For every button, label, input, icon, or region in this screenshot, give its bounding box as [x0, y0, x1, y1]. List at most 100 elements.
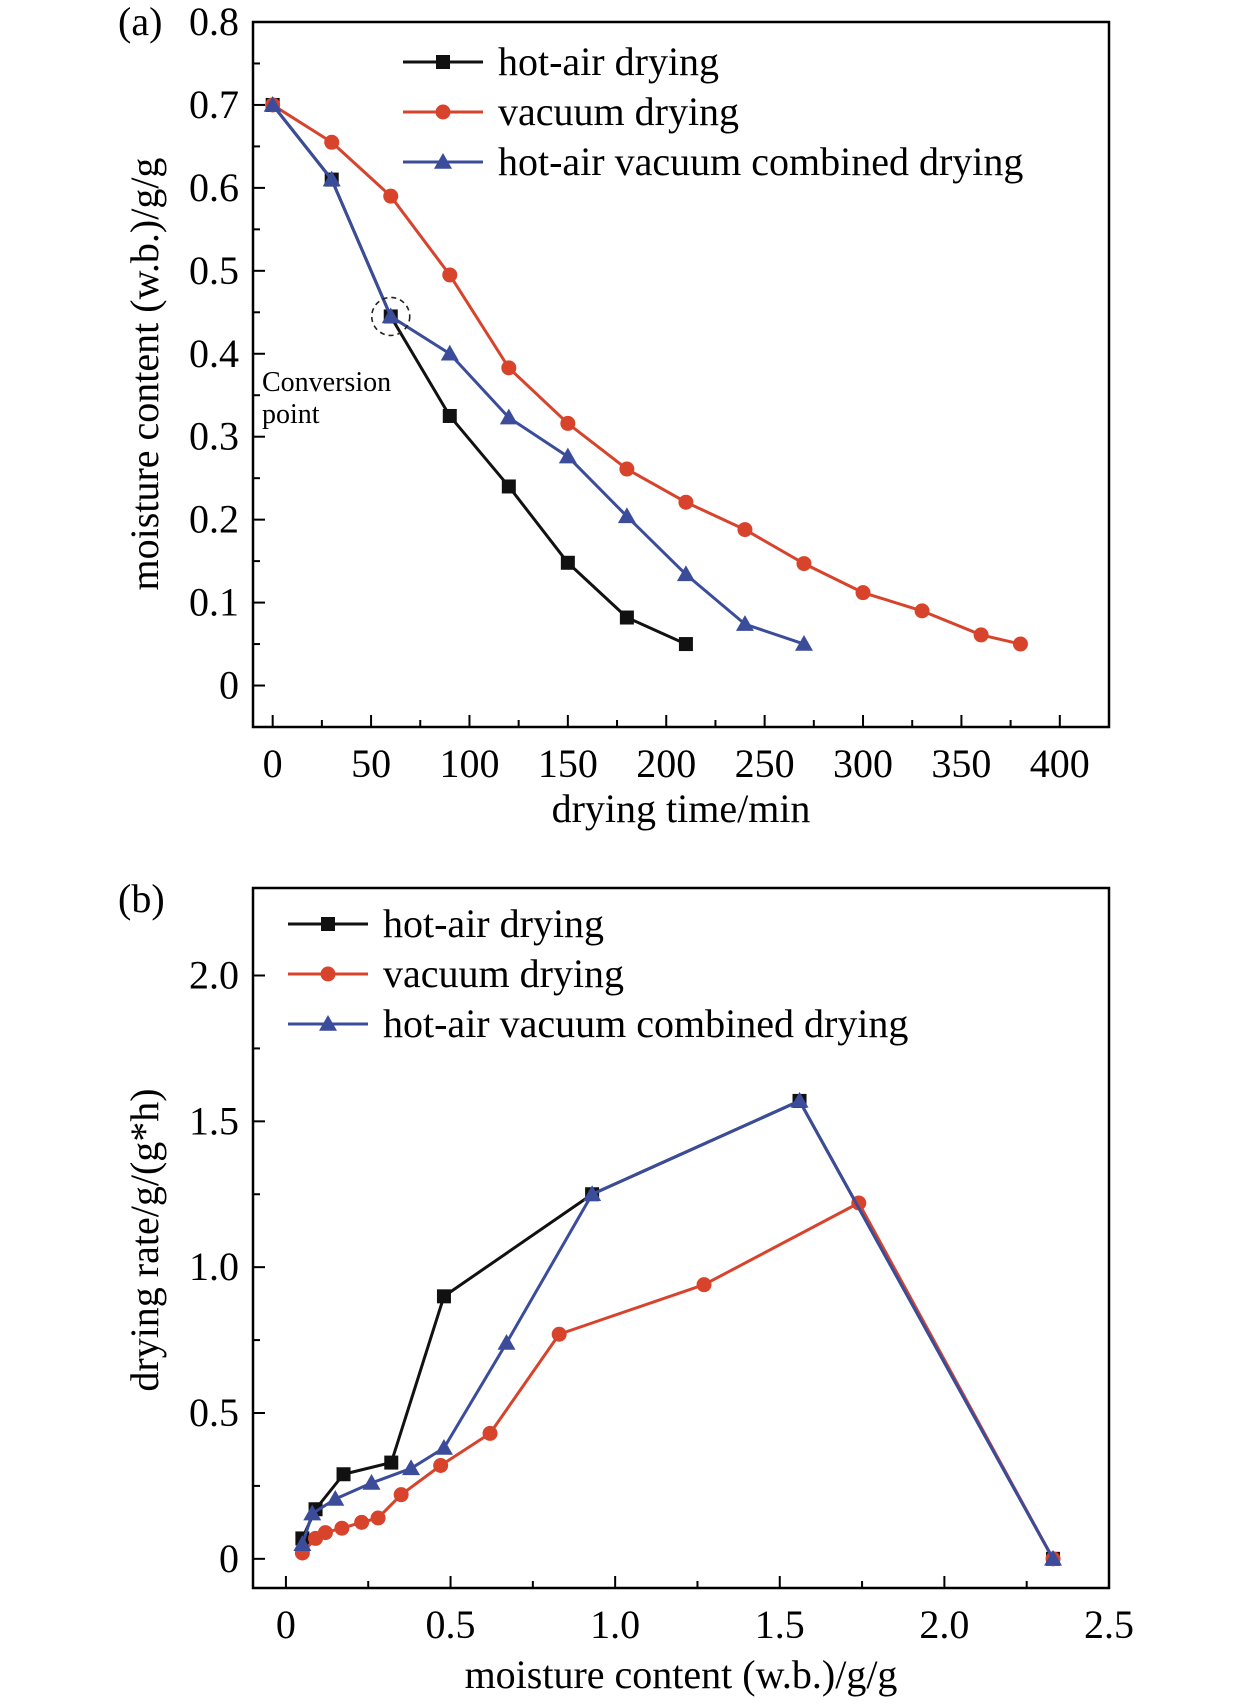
data-point-vacuum-drying: [354, 1514, 370, 1530]
data-point-hot-air-drying: [336, 1467, 351, 1482]
data-point-hot-air-vacuum-combined-drying: [326, 1490, 345, 1506]
legend-marker: [435, 104, 451, 120]
data-point-vacuum-drying: [737, 522, 753, 538]
legend-marker: [434, 153, 452, 169]
annotation-line-2: point: [262, 399, 320, 430]
data-point-vacuum-drying: [334, 1520, 350, 1536]
data-point-hot-air-drying: [678, 637, 693, 652]
panel-label-b: (b): [118, 876, 165, 921]
data-point-vacuum-drying: [914, 603, 930, 619]
data-point-vacuum-drying: [1012, 636, 1028, 652]
series-line-vacuum-drying: [271, 103, 1021, 646]
x-tick-label: 1.0: [590, 1602, 640, 1647]
data-point-hot-air-vacuum-combined-drying: [1044, 1549, 1063, 1566]
data-point-hot-air-drying: [501, 479, 516, 494]
series-line-hot-air-vacuum-combined-drying: [271, 104, 805, 646]
legend-item-hot-air-vacuum-combined-drying: hot-air vacuum combined drying: [403, 139, 1023, 184]
y-tick-label: 0.7: [189, 82, 239, 127]
legend-marker: [436, 55, 450, 69]
data-point-hot-air-vacuum-combined-drying: [497, 1334, 516, 1350]
y-tick-label: 0.2: [189, 497, 239, 542]
y-axis-title-a: moisture content (w.b.)/g/g: [122, 158, 167, 591]
legend-label: hot-air drying: [498, 39, 719, 84]
data-point-vacuum-drying: [696, 1277, 712, 1293]
legend-label: vacuum drying: [383, 951, 624, 996]
data-point-hot-air-vacuum-combined-drying: [434, 1439, 453, 1455]
y-tick-label: 0.6: [189, 165, 239, 210]
x-tick-label: 1.5: [755, 1602, 805, 1647]
data-point-hot-air-vacuum-combined-drying: [402, 1459, 421, 1476]
data-point-hot-air-vacuum-combined-drying: [558, 447, 577, 464]
data-point-hot-air-drying: [436, 1289, 451, 1304]
data-point-hot-air-drying: [384, 1455, 399, 1470]
legend-item-vacuum-drying: vacuum drying: [403, 89, 739, 134]
data-point-vacuum-drying: [855, 585, 871, 601]
y-tick-label: 0.5: [189, 1390, 239, 1435]
data-point-vacuum-drying: [560, 415, 576, 431]
plot-frame-a: [251, 20, 1111, 729]
series-hot-air-vacuum-combined-drying: [263, 95, 813, 651]
legend-label: hot-air drying: [383, 901, 604, 946]
legend-item-hot-air-drying: hot-air drying: [288, 901, 604, 946]
legend-marker: [320, 966, 336, 982]
data-point-vacuum-drying: [433, 1458, 449, 1473]
x-axis-title-a: drying time/min: [552, 786, 811, 831]
x-tick-label: 2.0: [919, 1602, 969, 1647]
data-point-vacuum-drying: [370, 1510, 386, 1526]
data-point-vacuum-drying: [393, 1487, 409, 1503]
data-point-hot-air-vacuum-combined-drying: [499, 408, 518, 425]
x-tick-label: 400: [1030, 741, 1090, 786]
data-point-hot-air-vacuum-combined-drying: [263, 95, 282, 112]
legend-label: vacuum drying: [498, 89, 739, 134]
legend-item-hot-air-vacuum-combined-drying: hot-air vacuum combined drying: [288, 1001, 908, 1046]
x-tick-label: 350: [931, 741, 991, 786]
data-point-hot-air-vacuum-combined-drying: [440, 344, 459, 361]
chart-panel-a: (a) 0 50 100 150 200 250 300 350 400 0 0.1 0.2 0.3 0.…: [118, 0, 1111, 831]
y-tick-label: 0.5: [189, 248, 239, 293]
y-tick-label: 0: [219, 663, 239, 708]
legend-a: hot-air drying vacuum drying hot-air vacuu…: [403, 39, 1023, 184]
x-tick-label: 150: [538, 741, 598, 786]
data-point-hot-air-vacuum-combined-drying: [790, 1091, 809, 1108]
x-axis-title-b: moisture content (w.b.)/g/g: [465, 1652, 898, 1697]
data-point-hot-air-vacuum-combined-drying: [794, 635, 813, 651]
series-hot-air-vacuum-combined-drying: [293, 1091, 1063, 1566]
x-tick-label: 2.5: [1084, 1602, 1134, 1647]
data-point-vacuum-drying: [482, 1425, 498, 1441]
legend-b: hot-air drying vacuum drying hot-air vacuu…: [288, 901, 908, 1046]
x-tick-label: 0: [263, 741, 283, 786]
y-tick-label: 1.0: [189, 1244, 239, 1289]
legend-label: hot-air vacuum combined drying: [498, 139, 1023, 184]
y-tick-label: 0.4: [189, 331, 239, 376]
conversion-point-marker: [370, 296, 411, 337]
data-point-hot-air-drying: [442, 408, 457, 423]
y-tick-label: 0.3: [189, 414, 239, 459]
series-line-hot-air-vacuum-combined-drying: [300, 1099, 1055, 1560]
data-point-vacuum-drying: [619, 461, 635, 477]
chart-panel-b: (b) 0 0.5 1.0 1.5 2.0 2.5 0 0.5 1.0 1.5 2.0 hot-ai…: [118, 876, 1134, 1697]
data-point-hot-air-vacuum-combined-drying: [381, 307, 400, 324]
y-tick-label: 0.1: [189, 580, 239, 625]
plot-frame-b: [251, 886, 1111, 1590]
data-point-hot-air-vacuum-combined-drying: [362, 1474, 381, 1490]
data-point-hot-air-drying: [560, 555, 575, 570]
data-point-hot-air-vacuum-combined-drying: [735, 615, 754, 631]
data-point-vacuum-drying: [973, 627, 989, 643]
y-tick-label: 2.0: [189, 953, 239, 998]
data-point-hot-air-vacuum-combined-drying: [303, 1504, 322, 1521]
data-point-hot-air-vacuum-combined-drying: [583, 1185, 602, 1201]
legend-label: hot-air vacuum combined drying: [383, 1001, 908, 1046]
y-axis-title-b: drying rate/g/(g*h): [122, 1088, 167, 1391]
series-vacuum-drying: [294, 1195, 1061, 1567]
data-point-hot-air-vacuum-combined-drying: [293, 1535, 312, 1551]
data-point-vacuum-drying: [442, 267, 458, 283]
data-point-hot-air-vacuum-combined-drying: [676, 565, 695, 582]
y-tick-label: 0.8: [189, 0, 239, 44]
data-point-vacuum-drying: [501, 360, 517, 376]
data-point-hot-air-vacuum-combined-drying: [322, 170, 341, 187]
conversion-point-annotation: Conversion point: [262, 296, 411, 430]
data-point-hot-air-drying: [619, 610, 634, 625]
data-point-vacuum-drying: [678, 494, 694, 510]
series-hot-air-drying: [295, 1093, 1061, 1566]
